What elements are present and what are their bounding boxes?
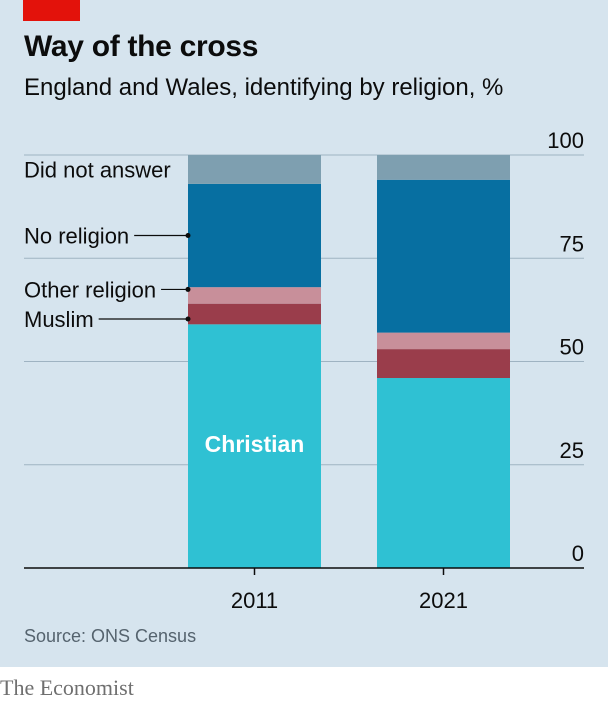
x-tick-label-2011: 2011 (231, 588, 278, 613)
bar-no-religion-2011 (188, 183, 321, 288)
economist-wordmark: The Economist (0, 675, 134, 700)
y-tick-label-50: 50 (560, 335, 584, 360)
stacked-bar-chart: 0 25 50 75 100 2011 2021 Christian Did not answe… (24, 128, 584, 613)
y-tick-label-100: 100 (547, 128, 584, 153)
bar-did-not-answer-2021 (377, 155, 510, 180)
label-did-not-answer: Did not answer (24, 157, 171, 182)
bar-other-religion-2021 (377, 332, 510, 350)
leader-dot-other-religion (185, 286, 191, 292)
x-tick-label-2021: 2021 (419, 588, 468, 613)
y-tick-label-0: 0 (572, 541, 584, 566)
label-other-religion: Other religion (24, 277, 156, 302)
label-christian: Christian (205, 431, 305, 457)
bar-no-religion-2021 (377, 179, 510, 333)
label-muslim: Muslim (24, 307, 94, 332)
bar-muslim-2011 (188, 303, 321, 325)
brand-red-tag (23, 0, 80, 21)
chart-subtitle: England and Wales, identifying by religi… (24, 74, 504, 101)
y-tick-label-25: 25 (560, 438, 584, 463)
leader-dot-muslim (185, 316, 191, 322)
y-tick-label-75: 75 (560, 231, 584, 256)
bar-christian-2011 (188, 324, 321, 568)
bar-muslim-2021 (377, 349, 510, 379)
bar-christian-2021 (377, 378, 510, 568)
chart-title: Way of the cross (24, 30, 259, 63)
label-no-religion: No religion (24, 224, 129, 249)
bar-other-religion-2011 (188, 287, 321, 304)
leader-dot-no-religion (185, 233, 191, 239)
bar-did-not-answer-2011 (188, 155, 321, 184)
source-note: Source: ONS Census (24, 626, 197, 646)
